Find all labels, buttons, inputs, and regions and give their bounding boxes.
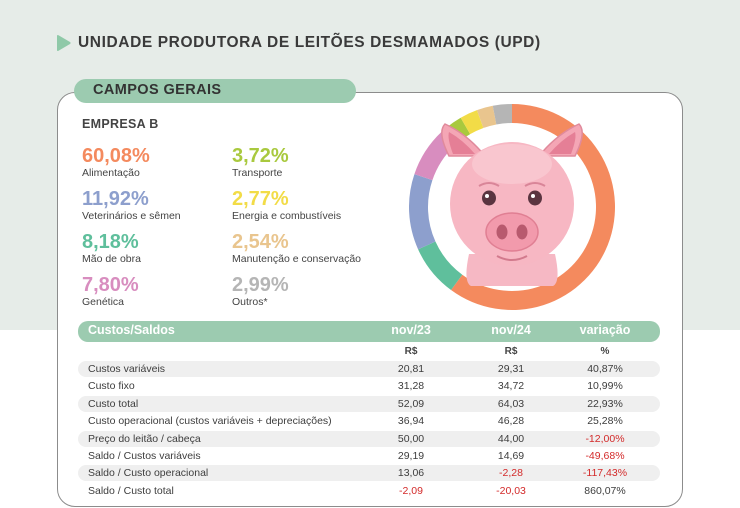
table-row: Custo fixo 31,28 34,72 10,99% [78,378,660,394]
row-label: Saldo / Custo operacional [88,467,209,480]
legend-label: Veterinários e sêmen [82,210,181,222]
units-row: R$ R$ % [78,344,660,360]
table-header: Custos/Saldos nov/23 nov/24 variação [78,321,660,342]
row-value: 14,69 [497,450,525,462]
row-value: 40,87% [587,363,623,375]
legend-percent: 60,08% [82,145,150,167]
legend-entry: 11,92% Veterinários e sêmen [82,188,181,222]
row-value: 50,00 [397,432,425,445]
row-value: 29,19 [397,450,425,462]
row-label: Preço do leitão / cabeça [88,432,201,445]
donut-slice [418,241,463,291]
table-row: Preço do leitão / cabeça 50,00 44,00 -12,00… [78,430,660,447]
row-label: Custo operacional (custos variáveis + de… [88,415,332,428]
row-label: Custo total [88,397,139,410]
row-value: 10,99% [587,380,623,393]
company-name: EMPRESA B [82,117,159,131]
table-row: Saldo / Custos variáveis 29,19 14,69 -49,68… [78,448,660,464]
legend-label: Manutenção e conservação [232,253,361,265]
legend-entry: 60,08% Alimentação [82,145,150,179]
row-value: 46,28 [497,415,525,428]
row-label: Saldo / Custo total [88,484,174,497]
col-header-variation: variação [579,323,631,337]
legend-percent: 8,18% [82,231,139,253]
row-value: 52,09 [397,397,425,410]
legend-entry: 2,54% Manutenção e conservação [232,231,361,265]
legend-percent: 11,92% [82,188,149,210]
row-value: 29,31 [497,363,525,375]
row-value: 20,81 [397,363,425,375]
legend-label: Outros* [232,296,268,308]
table-row: Custo operacional (custos variáveis + de… [78,413,660,429]
legend-label: Transporte [232,167,283,179]
legend-entry: 2,99% Outros* [232,274,289,308]
row-value: 22,93% [587,397,623,410]
table-row: Saldo / Custo total -2,09 -20,03 860,07% [78,483,660,499]
row-value: -12,00% [585,432,625,445]
row-value: 64,03 [497,397,525,410]
legend-entry: 3,72% Transporte [232,145,289,179]
region-label: CAMPOS GERAIS [93,82,222,98]
legend-label: Mão de obra [82,253,141,265]
col-header-item: Custos/Saldos [88,323,175,337]
col-header-nov24: nov/24 [491,323,531,337]
row-value: 31,28 [397,380,425,393]
row-value: 13,06 [397,467,425,480]
unit-variation: % [600,346,610,357]
legend-label: Alimentação [82,167,140,179]
donut-slice [451,104,615,310]
legend-entry: 8,18% Mão de obra [82,231,141,265]
play-arrow-icon [57,35,71,51]
unit-nov24: R$ [504,346,518,357]
table-row: Custo total 52,09 64,03 22,93% [78,395,660,412]
cost-donut-chart [409,104,615,310]
page-title: UNIDADE PRODUTORA DE LEITÕES DESMAMADOS … [78,34,541,51]
row-value: -117,43% [582,467,628,480]
row-label: Custos variáveis [88,363,166,375]
row-label: Saldo / Custos variáveis [88,450,201,462]
region-pill: CAMPOS GERAIS [74,79,356,103]
donut-slice [476,105,497,129]
row-value: -20,03 [496,484,526,497]
row-value: 34,72 [497,380,525,393]
pig-illustration-icon [430,123,594,289]
col-header-nov23: nov/23 [391,323,431,337]
legend-percent: 2,54% [232,231,289,253]
row-label: Custo fixo [88,380,135,393]
table-row: Saldo / Custo operacional 13,06 -2,28 -117,… [78,465,660,482]
title-row: UNIDADE PRODUTORA DE LEITÕES DESMAMADOS … [54,32,541,54]
donut-slice [492,104,512,125]
row-value: -2,28 [499,467,523,480]
legend-label: Energia e combustíveis [232,210,342,222]
donut-slice [460,110,484,135]
row-value: 36,94 [397,415,425,428]
row-value: -49,68% [585,450,625,462]
row-value: 860,07% [584,484,626,497]
row-value: -2,09 [399,484,423,497]
legend-percent: 7,80% [82,274,139,296]
legend-percent: 3,72% [232,145,289,167]
legend-entry: 7,80% Genética [82,274,139,308]
legend-percent: 2,77% [232,188,289,210]
table-row: Custos variáveis 20,81 29,31 40,87% [78,361,660,377]
legend-label: Genética [82,296,125,308]
row-value: 25,28% [587,415,623,428]
unit-nov23: R$ [404,346,418,357]
legend-percent: 2,99% [232,274,289,296]
legend-entry: 2,77% Energia e combustíveis [232,188,341,222]
row-value: 44,00 [497,432,525,445]
donut-slice [409,174,436,250]
